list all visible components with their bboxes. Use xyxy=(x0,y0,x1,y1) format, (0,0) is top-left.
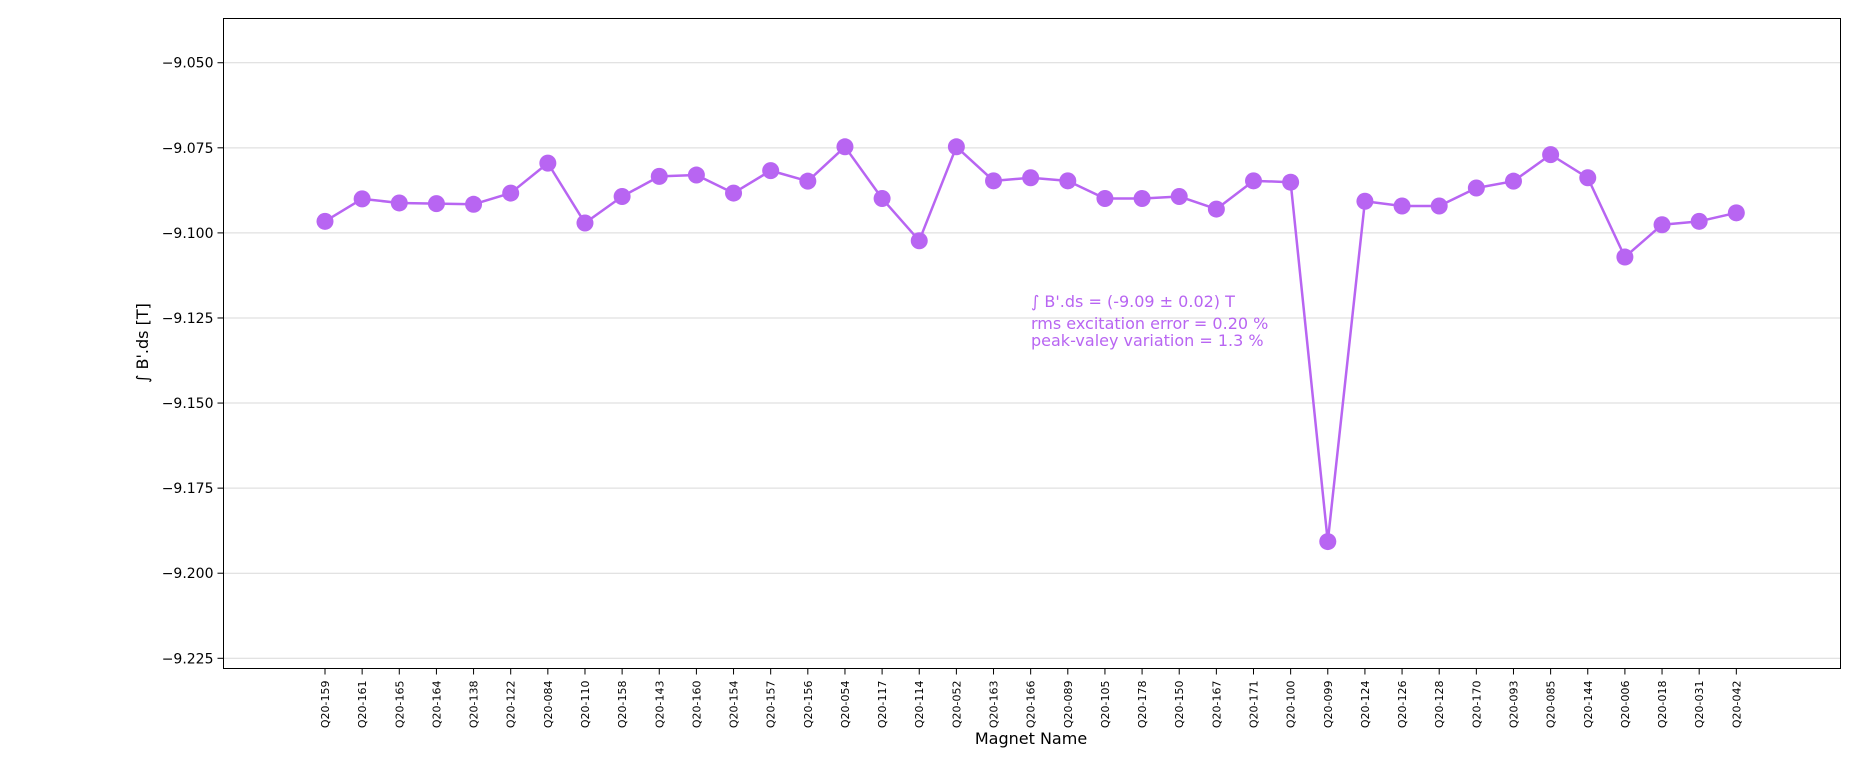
x-tick-label: Q20-171 xyxy=(1248,681,1261,729)
x-axis-label: Magnet Name xyxy=(975,729,1087,748)
x-tick-label: Q20-157 xyxy=(765,681,778,729)
y-axis-label: ∫ B'.ds [T] xyxy=(133,303,152,383)
grid-lines xyxy=(223,62,1841,659)
data-point xyxy=(1022,169,1040,187)
data-point xyxy=(650,167,668,185)
data-point xyxy=(1059,172,1077,190)
data-point xyxy=(873,190,891,208)
x-tick-label: Q20-114 xyxy=(913,681,926,729)
plot-area-frame xyxy=(223,18,1841,669)
data-point xyxy=(1245,172,1262,190)
x-tick-label: Q20-143 xyxy=(653,681,666,729)
data-point xyxy=(1727,204,1745,222)
data-point xyxy=(539,154,557,172)
data-point xyxy=(502,184,520,202)
y-tick-label: −9.200 xyxy=(162,566,214,582)
data-point xyxy=(1393,197,1411,215)
x-tick-label: Q20-122 xyxy=(505,681,518,729)
x-tick-label: Q20-154 xyxy=(728,681,741,729)
x-tick-label: Q20-165 xyxy=(393,681,406,729)
y-tick-label: −9.050 xyxy=(162,56,214,72)
y-axis-ticks: −9.050 −9.075 −9.100 −9.125 −9.150 −9.175 −9.2… xyxy=(162,56,224,667)
data-point xyxy=(1467,179,1485,197)
data-point xyxy=(799,172,817,190)
y-tick-label: −9.150 xyxy=(162,396,214,412)
y-tick-label: −9.100 xyxy=(162,226,214,242)
x-tick-label: Q20-031 xyxy=(1693,681,1706,729)
y-tick-label: −9.075 xyxy=(162,141,214,157)
data-point xyxy=(316,212,334,230)
x-tick-label: Q20-166 xyxy=(1025,681,1038,729)
data-point xyxy=(1356,192,1374,210)
x-tick-label: Q20-163 xyxy=(988,681,1001,729)
data-point xyxy=(1616,248,1634,266)
annotation-integral: ∫ B'.ds = (-9.09 ± 0.02) T xyxy=(1031,292,1235,311)
data-point xyxy=(1504,172,1522,190)
data-point xyxy=(985,172,1003,190)
annotation-peak-valley: peak-valey variation = 1.3 % xyxy=(1031,331,1264,350)
annotation-rms-error: rms excitation error = 0.20 % xyxy=(1031,314,1268,333)
x-tick-label: Q20-138 xyxy=(468,681,481,729)
x-tick-label: Q20-052 xyxy=(950,681,963,729)
data-point xyxy=(427,195,445,213)
data-point xyxy=(1430,197,1448,215)
x-tick-label: Q20-167 xyxy=(1210,681,1223,729)
x-tick-label: Q20-126 xyxy=(1396,681,1409,729)
x-tick-label: Q20-164 xyxy=(430,681,443,729)
annotation-box: ∫ B'.ds = (-9.09 ± 0.02) T rms excitatio… xyxy=(1031,292,1268,350)
data-point xyxy=(1579,169,1597,187)
x-tick-label: Q20-089 xyxy=(1062,681,1075,729)
x-tick-label: Q20-110 xyxy=(579,681,592,729)
y-tick-label: −9.125 xyxy=(162,311,214,327)
data-point xyxy=(725,184,743,202)
data-point xyxy=(687,166,705,184)
data-point xyxy=(576,214,594,232)
x-tick-label: Q20-161 xyxy=(356,681,369,729)
data-point xyxy=(947,138,965,156)
x-tick-label: Q20-170 xyxy=(1470,681,1483,729)
x-tick-label: Q20-128 xyxy=(1433,681,1446,729)
data-series xyxy=(316,138,1745,551)
data-point xyxy=(1690,212,1708,230)
data-point xyxy=(1170,187,1188,205)
x-tick-label: Q20-144 xyxy=(1582,681,1595,729)
data-point xyxy=(1133,190,1151,208)
x-tick-label: Q20-018 xyxy=(1656,681,1669,729)
y-tick-label: −9.225 xyxy=(162,651,214,667)
data-point xyxy=(353,190,371,208)
x-tick-label: Q20-156 xyxy=(802,681,815,729)
x-tick-label: Q20-093 xyxy=(1507,681,1520,729)
data-point xyxy=(910,232,928,250)
data-point xyxy=(1542,146,1560,164)
y-tick-label: −9.175 xyxy=(162,481,214,497)
data-point xyxy=(836,138,854,156)
x-tick-label: Q20-105 xyxy=(1099,681,1112,729)
data-point xyxy=(1319,533,1337,551)
x-tick-label: Q20-178 xyxy=(1136,681,1149,729)
x-tick-label: Q20-117 xyxy=(876,681,889,729)
data-point xyxy=(465,195,483,213)
data-point xyxy=(762,162,780,180)
x-axis-ticks: Q20-159 Q20-161 Q20-165 Q20-164 Q20-138 Q20-1… xyxy=(319,668,1743,729)
x-tick-label: Q20-124 xyxy=(1359,681,1372,729)
x-tick-label: Q20-160 xyxy=(690,681,703,729)
data-point xyxy=(1653,216,1671,234)
data-point xyxy=(1096,190,1114,208)
x-tick-label: Q20-100 xyxy=(1285,681,1298,729)
x-tick-label: Q20-054 xyxy=(839,681,852,729)
x-tick-label: Q20-150 xyxy=(1173,681,1186,729)
data-point xyxy=(613,187,631,205)
x-tick-label: Q20-159 xyxy=(319,681,332,729)
x-tick-label: Q20-085 xyxy=(1545,681,1558,729)
x-tick-label: Q20-158 xyxy=(616,681,629,729)
data-point xyxy=(1282,173,1300,191)
data-point xyxy=(1207,200,1225,218)
x-tick-label: Q20-099 xyxy=(1322,681,1335,729)
x-tick-label: Q20-042 xyxy=(1730,681,1743,729)
x-tick-label: Q20-006 xyxy=(1619,681,1632,729)
data-point xyxy=(390,194,408,212)
x-tick-label: Q20-084 xyxy=(542,681,555,729)
